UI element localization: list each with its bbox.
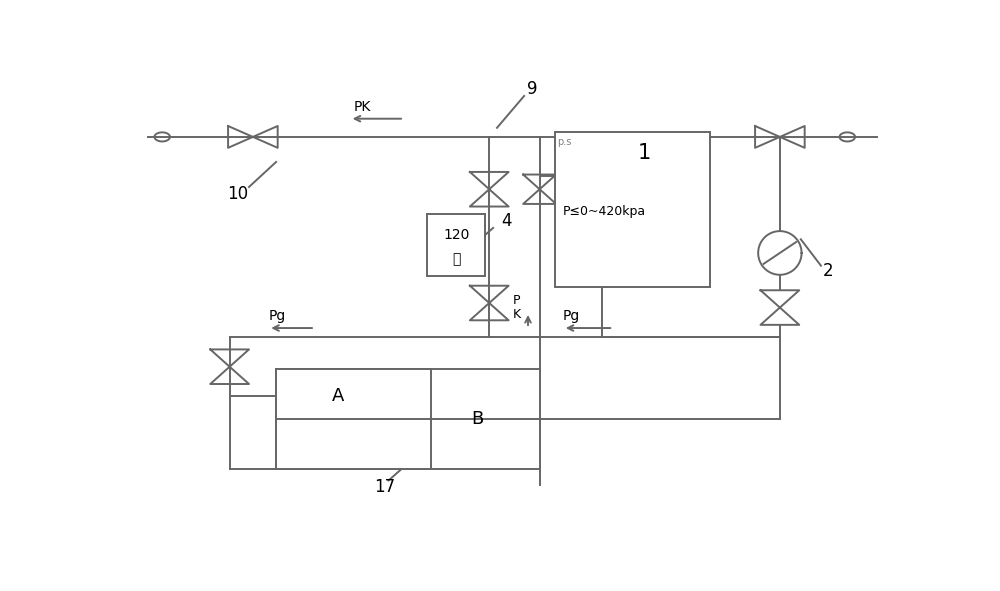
Text: p.s: p.s — [557, 137, 572, 147]
Text: 17: 17 — [374, 478, 395, 496]
Text: 2: 2 — [822, 262, 833, 280]
Text: Pg: Pg — [268, 310, 286, 323]
Bar — [276, 369, 540, 469]
Text: P≤0~420kpa: P≤0~420kpa — [563, 206, 646, 219]
Text: A: A — [332, 387, 344, 405]
Text: 阀: 阀 — [452, 252, 460, 266]
Text: 120: 120 — [443, 228, 470, 242]
Bar — [555, 132, 710, 287]
Bar — [276, 369, 431, 469]
Text: 4: 4 — [501, 212, 511, 230]
Text: 9: 9 — [527, 80, 537, 98]
Text: B: B — [472, 410, 484, 428]
Text: 1: 1 — [638, 143, 651, 163]
Text: 10: 10 — [227, 185, 248, 203]
Bar — [427, 215, 485, 275]
Text: PK: PK — [354, 100, 371, 114]
Text: Pg: Pg — [563, 310, 580, 323]
Text: P
K: P K — [512, 294, 520, 321]
